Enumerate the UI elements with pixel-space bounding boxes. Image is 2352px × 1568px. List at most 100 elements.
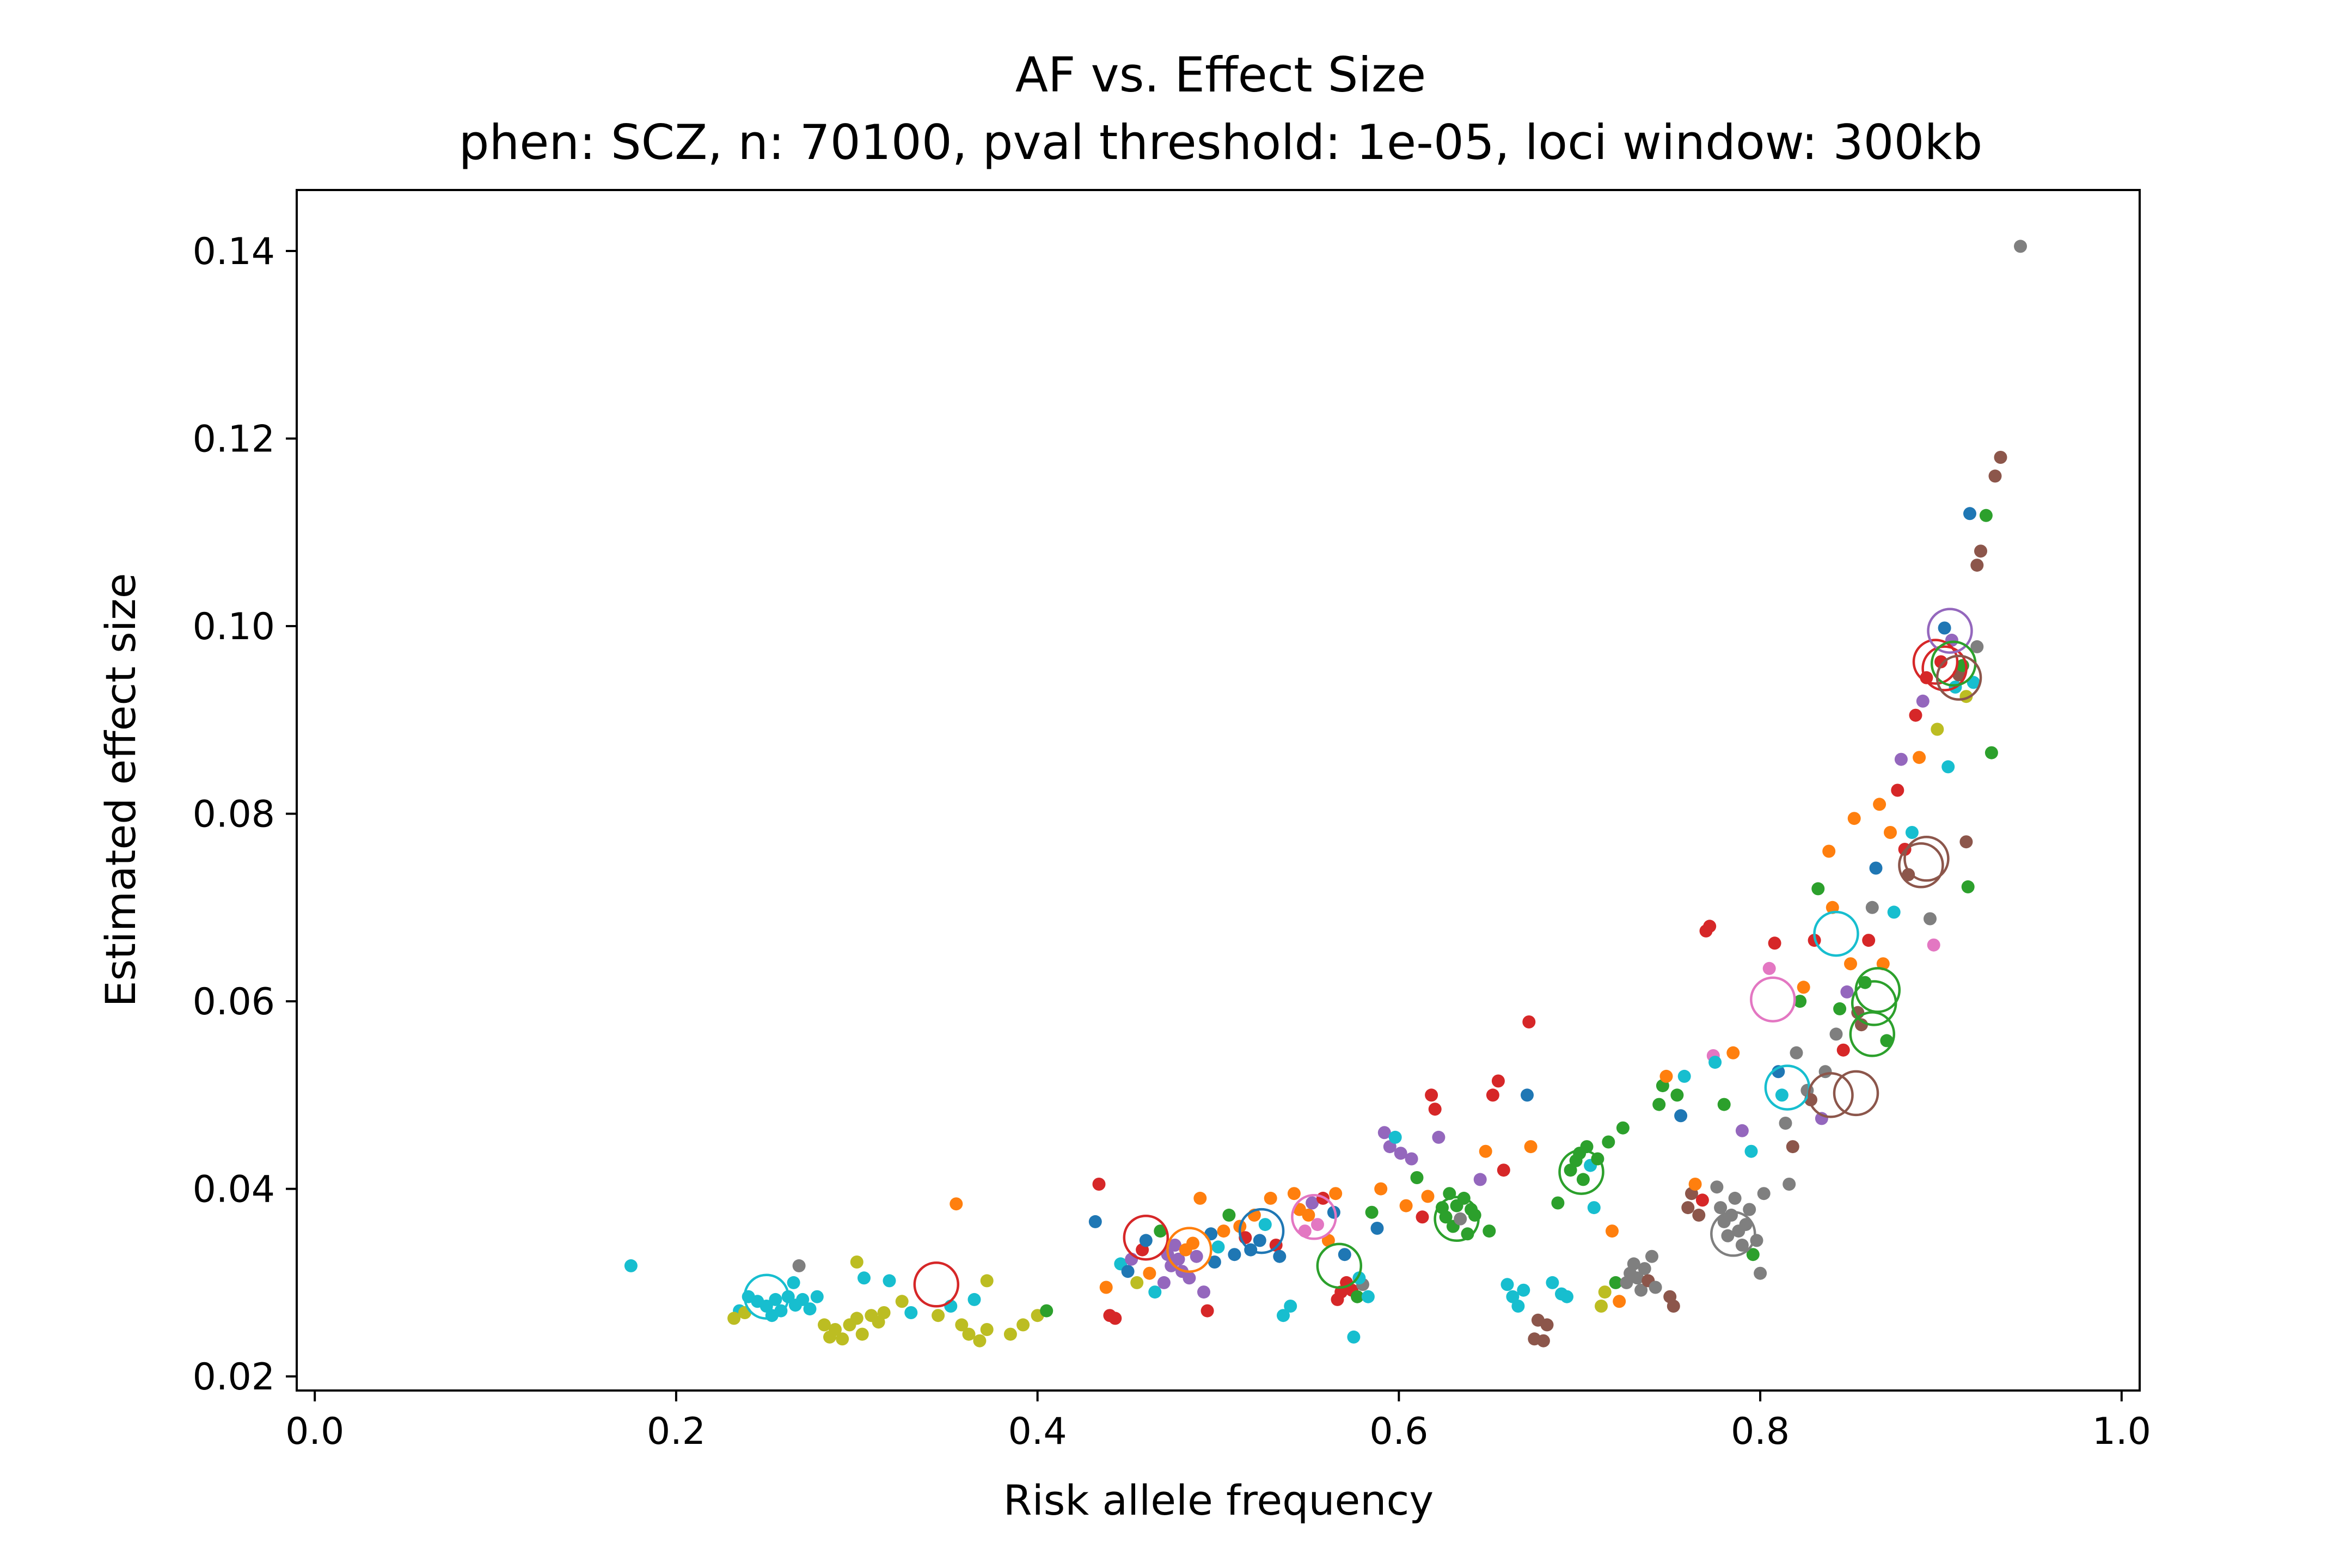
lead-variant-circle — [1912, 639, 1959, 685]
data-point — [1695, 1193, 1709, 1207]
lead-variant-circle — [1166, 1227, 1212, 1273]
data-point — [1822, 844, 1836, 858]
data-point — [1200, 1304, 1214, 1318]
data-point — [1197, 1285, 1210, 1299]
data-point — [1183, 1271, 1196, 1285]
data-point — [1432, 1130, 1445, 1144]
data-point — [1667, 1300, 1680, 1313]
data-point — [1461, 1227, 1474, 1241]
data-point — [1253, 1234, 1266, 1247]
data-point — [1517, 1283, 1530, 1297]
data-point — [1439, 1210, 1453, 1224]
data-point — [1894, 752, 1908, 766]
data-point — [1576, 1173, 1590, 1186]
y-tick-label: 0.14 — [193, 230, 275, 273]
y-tick-label: 0.02 — [193, 1356, 275, 1399]
data-point — [1425, 1088, 1438, 1102]
lead-variant-circle — [1123, 1214, 1169, 1261]
x-tick-label: 0.8 — [1731, 1410, 1790, 1453]
lead-variant-circle — [913, 1261, 960, 1308]
data-point — [1811, 882, 1825, 896]
data-point — [1634, 1283, 1648, 1297]
data-point — [1725, 1208, 1738, 1222]
data-point — [1521, 1088, 1534, 1102]
data-point — [1710, 1180, 1724, 1194]
data-point — [1708, 1056, 1722, 1069]
data-point — [1783, 1178, 1796, 1191]
data-point — [1454, 1212, 1467, 1226]
data-point — [980, 1274, 994, 1288]
data-point — [1688, 1178, 1702, 1191]
data-point — [1099, 1281, 1113, 1294]
lead-variant-circle — [1808, 1072, 1854, 1118]
data-point — [1410, 1171, 1424, 1184]
data-point — [1284, 1300, 1297, 1313]
data-point — [1905, 826, 1919, 839]
data-point — [1979, 509, 1993, 522]
data-point — [967, 1293, 981, 1306]
data-point — [1913, 751, 1926, 764]
data-point — [1228, 1248, 1241, 1261]
y-tick-label: 0.06 — [193, 981, 275, 1024]
data-point — [1638, 1262, 1651, 1276]
data-point — [1746, 1248, 1760, 1261]
data-point — [2014, 240, 2027, 253]
data-point — [950, 1197, 963, 1211]
data-point — [1754, 1266, 1767, 1280]
data-point — [1524, 1140, 1538, 1154]
y-axis-label: Estimated effect size — [96, 573, 145, 1007]
data-point — [1143, 1266, 1156, 1280]
data-point — [1486, 1088, 1499, 1102]
data-point — [1703, 920, 1717, 933]
data-point — [1826, 901, 1839, 914]
data-point — [1311, 1218, 1324, 1232]
data-point — [1511, 1300, 1525, 1313]
data-point — [1844, 957, 1857, 971]
data-point — [1374, 1182, 1388, 1196]
data-point — [1500, 1278, 1514, 1291]
data-point — [1743, 1203, 1756, 1216]
lead-variant-circle — [1854, 967, 1901, 1013]
data-point — [1208, 1255, 1221, 1269]
y-tick-label: 0.10 — [193, 605, 275, 648]
data-point — [1984, 746, 1998, 759]
data-point — [1779, 1117, 1792, 1130]
data-point — [1121, 1265, 1135, 1278]
chart-subtitle: phen: SCZ, n: 70100, pval threshold: 1e-… — [459, 114, 1983, 170]
data-point — [1721, 1229, 1735, 1242]
data-point — [1139, 1234, 1153, 1247]
data-point — [1264, 1191, 1277, 1205]
data-point — [1540, 1318, 1554, 1332]
data-point — [1190, 1250, 1203, 1263]
data-point — [1108, 1312, 1122, 1325]
data-point — [904, 1306, 918, 1319]
y-tick-label: 0.04 — [193, 1168, 275, 1211]
data-point — [1840, 985, 1854, 999]
data-point — [1938, 621, 1951, 635]
data-point — [1786, 1140, 1799, 1154]
data-point — [1916, 694, 1930, 708]
lead-variant-circle — [1558, 1149, 1604, 1195]
data-point — [1735, 1239, 1749, 1252]
data-point — [1974, 544, 1987, 558]
data-point — [1321, 1234, 1335, 1247]
data-point — [1627, 1257, 1640, 1271]
data-point — [1595, 1300, 1608, 1313]
data-point — [1421, 1190, 1435, 1203]
data-point — [1606, 1224, 1619, 1238]
data-point — [1847, 812, 1861, 825]
data-point — [955, 1318, 969, 1332]
data-point — [1670, 1088, 1684, 1102]
data-point — [1775, 1088, 1788, 1102]
lead-variant-circle — [1291, 1194, 1337, 1240]
data-point — [932, 1309, 945, 1322]
data-point — [1762, 961, 1776, 975]
data-point — [829, 1323, 842, 1336]
data-point — [877, 1306, 891, 1319]
data-point — [1428, 1102, 1442, 1116]
data-point — [787, 1276, 800, 1289]
data-point — [1377, 1126, 1391, 1140]
data-point — [1351, 1290, 1364, 1303]
x-axis-label: Risk allele frequency — [1003, 1476, 1434, 1524]
